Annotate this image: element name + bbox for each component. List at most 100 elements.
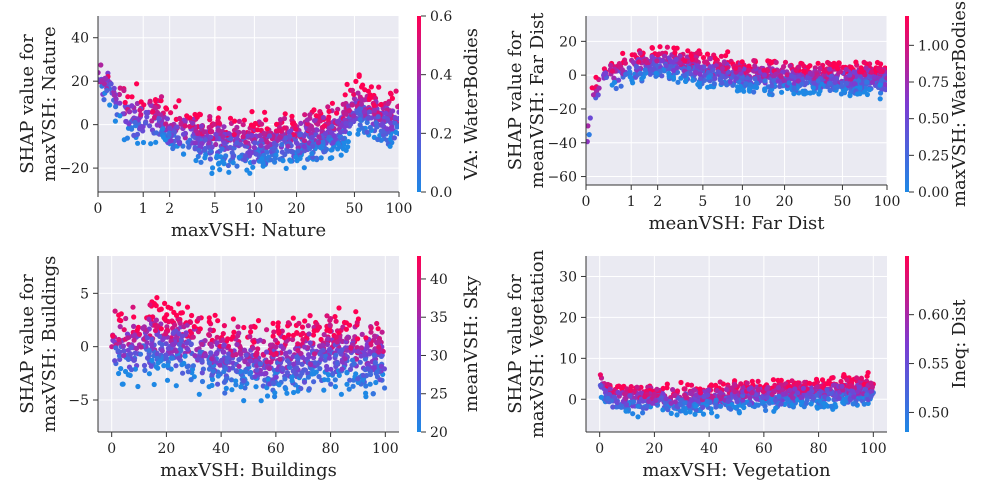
data-point	[162, 315, 168, 321]
data-point	[132, 119, 138, 125]
x-tick-label: 10	[733, 194, 751, 210]
data-point	[150, 109, 156, 115]
data-point	[131, 314, 137, 320]
data-point	[717, 390, 724, 396]
data-point	[118, 311, 124, 317]
data-point	[291, 389, 297, 396]
data-point	[370, 391, 376, 397]
data-point	[819, 81, 825, 87]
data-point	[746, 63, 752, 69]
data-point	[268, 359, 274, 365]
data-point	[388, 120, 394, 126]
data-point	[124, 135, 130, 141]
data-point	[834, 66, 841, 72]
data-point	[674, 412, 680, 418]
y-tick-label: 20	[559, 310, 577, 326]
data-point	[611, 394, 617, 400]
data-point	[725, 49, 731, 55]
data-point	[726, 405, 732, 411]
data-point	[209, 128, 215, 135]
data-point	[827, 66, 833, 72]
data-point	[165, 345, 171, 351]
data-point	[141, 362, 148, 369]
data-point	[206, 124, 212, 130]
data-point	[135, 140, 141, 146]
colorbar-label: maxVSH: WaterBodies	[949, 1, 970, 207]
data-point	[241, 324, 247, 331]
data-point	[283, 350, 289, 356]
data-point	[760, 399, 766, 405]
data-point	[221, 323, 227, 329]
data-point	[138, 112, 144, 118]
data-point	[869, 384, 876, 390]
data-point	[371, 107, 378, 113]
data-point	[287, 360, 293, 367]
data-point	[868, 380, 874, 386]
data-point	[865, 400, 871, 406]
data-point	[232, 118, 238, 124]
data-point	[349, 87, 355, 93]
data-point	[166, 319, 172, 325]
data-point	[637, 50, 643, 56]
data-point	[371, 102, 377, 108]
data-point	[796, 64, 802, 70]
data-point	[603, 70, 609, 76]
data-point	[376, 349, 382, 355]
data-point	[771, 73, 777, 79]
x-axis-label: meanVSH: Far Dist	[649, 213, 826, 234]
data-point	[317, 366, 323, 372]
data-point	[252, 120, 258, 127]
data-point	[108, 81, 114, 87]
data-point	[147, 98, 153, 104]
data-point	[762, 86, 768, 92]
data-point	[862, 89, 868, 95]
x-tick-label: 40	[700, 441, 718, 457]
data-point	[213, 351, 219, 357]
data-point	[635, 414, 641, 420]
data-point	[313, 369, 319, 375]
data-point	[719, 80, 725, 86]
data-point	[230, 316, 236, 322]
data-point	[343, 326, 349, 332]
data-point	[174, 124, 180, 130]
scatter-points	[109, 295, 388, 404]
data-point	[593, 74, 599, 80]
data-point	[199, 378, 206, 385]
data-point	[264, 393, 271, 399]
data-point	[301, 138, 308, 144]
data-point	[177, 346, 183, 352]
data-point	[761, 72, 768, 78]
data-point	[154, 122, 160, 128]
data-point	[689, 397, 695, 403]
data-point	[152, 104, 158, 111]
data-point	[167, 125, 173, 131]
data-point	[339, 366, 345, 372]
data-point	[877, 82, 883, 88]
data-point	[608, 62, 614, 68]
data-point	[705, 387, 712, 393]
data-point	[117, 324, 123, 330]
data-point	[267, 133, 273, 139]
data-point	[364, 344, 370, 350]
x-tick-label: 50	[834, 194, 852, 210]
y-tick-label: 0	[568, 392, 577, 408]
data-point	[761, 67, 767, 73]
data-point	[847, 72, 853, 78]
data-point	[368, 84, 374, 90]
colorbar-tick-label: 0.60	[918, 308, 949, 324]
data-point	[803, 80, 810, 86]
x-tick-label: 2	[653, 194, 662, 210]
data-point	[252, 324, 258, 330]
data-point	[321, 332, 327, 338]
data-point	[349, 102, 355, 108]
data-point	[687, 409, 693, 415]
data-point	[257, 337, 263, 343]
data-point	[321, 387, 327, 393]
data-point	[355, 348, 361, 354]
data-point	[328, 316, 334, 322]
data-point	[320, 114, 327, 121]
data-point	[858, 375, 865, 381]
data-point	[293, 371, 299, 377]
data-point	[185, 369, 191, 375]
